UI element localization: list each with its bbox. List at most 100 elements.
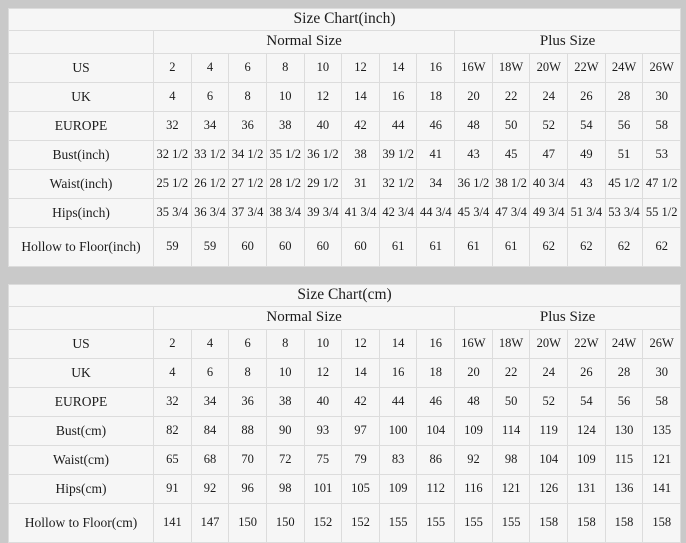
table-row: Hips(cm) 91 92 96 98 101 105 109 112 116 121 126 131… bbox=[8, 474, 682, 504]
table-cell: 90 bbox=[265, 416, 305, 446]
table-row: EUROPE 32 34 36 38 40 42 44 46 48 50 52 54 56 58 bbox=[8, 111, 682, 141]
group-header-1: Normal Size bbox=[152, 306, 456, 330]
row-label: Waist(inch) bbox=[8, 169, 154, 199]
table-cell: 56 bbox=[604, 111, 644, 141]
table-cell: 10 bbox=[303, 329, 343, 359]
table-cell: 8 bbox=[228, 358, 267, 388]
table-cell: 155 bbox=[491, 503, 531, 543]
table-cell: 49 3/4 bbox=[529, 198, 569, 228]
table-cell: 92 bbox=[190, 474, 230, 504]
table-cell: 22W bbox=[567, 53, 606, 83]
table-cell: 93 bbox=[303, 416, 343, 446]
table-cell: 36 1/2 bbox=[303, 140, 343, 170]
table-cell: 24 bbox=[529, 358, 569, 388]
table-cell: 16W bbox=[454, 53, 493, 83]
row-label: Bust(inch) bbox=[8, 140, 154, 170]
table-cell: 20W bbox=[529, 329, 569, 359]
table-cell: 100 bbox=[378, 416, 418, 446]
table-cell: 109 bbox=[378, 474, 418, 504]
table-cell: 150 bbox=[228, 503, 267, 543]
table-cell: 38 bbox=[341, 140, 380, 170]
table-cell: 22W bbox=[567, 329, 606, 359]
table-cell: 12 bbox=[303, 82, 343, 112]
table-cell: 109 bbox=[567, 445, 606, 475]
table-cell: 10 bbox=[265, 82, 305, 112]
row-label: UK bbox=[8, 358, 154, 388]
chart-title: Size Chart(inch) bbox=[7, 8, 682, 31]
table-cell: 28 bbox=[604, 82, 644, 112]
table-cell: 60 bbox=[228, 227, 267, 267]
table-cell: 45 1/2 bbox=[604, 169, 644, 199]
table-cell: 82 bbox=[153, 416, 192, 446]
row-label: Hollow to Floor(cm) bbox=[8, 503, 154, 543]
table-row: UK 4 6 8 10 12 14 16 18 20 22 24 26 28 30 bbox=[8, 358, 682, 388]
table-cell: 38 bbox=[265, 387, 305, 417]
table-cell: 59 bbox=[190, 227, 230, 267]
table-cell: 50 bbox=[491, 111, 531, 141]
row-label: EUROPE bbox=[8, 387, 154, 417]
table-cell: 52 bbox=[529, 111, 569, 141]
table-cell: 40 3/4 bbox=[529, 169, 569, 199]
table-cell: 26W bbox=[642, 53, 682, 83]
table-row: UK 4 6 8 10 12 14 16 18 20 22 24 26 28 30 bbox=[8, 82, 682, 112]
table-cell: 18 bbox=[416, 358, 456, 388]
table-cell: 8 bbox=[265, 329, 305, 359]
table-cell: 114 bbox=[491, 416, 531, 446]
table-cell: 86 bbox=[416, 445, 456, 475]
table-cell: 42 3/4 bbox=[378, 198, 418, 228]
table-cell: 32 bbox=[153, 111, 192, 141]
table-cell: 158 bbox=[529, 503, 569, 543]
size-chart-table-inch: Size Chart(inch) Normal Size Plus Size US 2 4… bbox=[7, 8, 682, 267]
row-label: Bust(cm) bbox=[8, 416, 154, 446]
table-cell: 24 bbox=[529, 82, 569, 112]
table-cell: 18W bbox=[491, 53, 531, 83]
table-cell: 126 bbox=[529, 474, 569, 504]
table-cell: 29 1/2 bbox=[303, 169, 343, 199]
table-cell: 62 bbox=[604, 227, 644, 267]
table-row: EUROPE 32 34 36 38 40 42 44 46 48 50 52 54 56 58 bbox=[8, 387, 682, 417]
table-cell: 41 bbox=[416, 140, 456, 170]
table-cell: 42 bbox=[341, 111, 380, 141]
table-cell: 141 bbox=[642, 474, 682, 504]
table-cell: 20W bbox=[529, 53, 569, 83]
table-cell: 26 bbox=[567, 358, 606, 388]
table-row: Hollow to Floor(inch) 59 59 60 60 60 60 61 61 61 6… bbox=[8, 227, 682, 267]
table-cell: 88 bbox=[228, 416, 267, 446]
table-cell: 10 bbox=[303, 53, 343, 83]
table-cell: 135 bbox=[642, 416, 682, 446]
table-cell: 37 3/4 bbox=[228, 198, 267, 228]
group-header-row: Normal Size Plus Size bbox=[8, 30, 682, 54]
table-cell: 24W bbox=[604, 329, 644, 359]
table-cell: 56 bbox=[604, 387, 644, 417]
table-cell: 60 bbox=[341, 227, 380, 267]
table-cell: 68 bbox=[190, 445, 230, 475]
table-cell: 27 1/2 bbox=[228, 169, 267, 199]
table-cell: 136 bbox=[604, 474, 644, 504]
table-cell: 33 1/2 bbox=[190, 140, 230, 170]
table-cell: 98 bbox=[491, 445, 531, 475]
table-cell: 12 bbox=[303, 358, 343, 388]
table-cell: 12 bbox=[341, 329, 380, 359]
table-cell: 26W bbox=[642, 329, 682, 359]
table-cell: 124 bbox=[567, 416, 606, 446]
row-label: EUROPE bbox=[8, 111, 154, 141]
table-cell: 46 bbox=[416, 111, 456, 141]
row-label: Hollow to Floor(inch) bbox=[8, 227, 154, 267]
table-cell: 141 bbox=[153, 503, 192, 543]
table-cell: 158 bbox=[604, 503, 644, 543]
table-cell: 44 bbox=[378, 387, 418, 417]
table-cell: 48 bbox=[454, 387, 493, 417]
size-chart-tables: Size Chart(inch) Normal Size Plus Size US 2 4… bbox=[7, 8, 682, 543]
table-cell: 50 bbox=[491, 387, 531, 417]
table-cell: 119 bbox=[529, 416, 569, 446]
table-cell: 26 1/2 bbox=[190, 169, 230, 199]
table-cell: 43 bbox=[454, 140, 493, 170]
table-cell: 155 bbox=[454, 503, 493, 543]
table-cell: 24W bbox=[604, 53, 644, 83]
table-cell: 48 bbox=[454, 111, 493, 141]
table-cell: 4 bbox=[190, 329, 230, 359]
table-cell: 22 bbox=[491, 82, 531, 112]
table-cell: 158 bbox=[642, 503, 682, 543]
row-label: UK bbox=[8, 82, 154, 112]
size-chart-table-cm: Size Chart(cm) Normal Size Plus Size US 2 4 6 8… bbox=[7, 284, 682, 543]
